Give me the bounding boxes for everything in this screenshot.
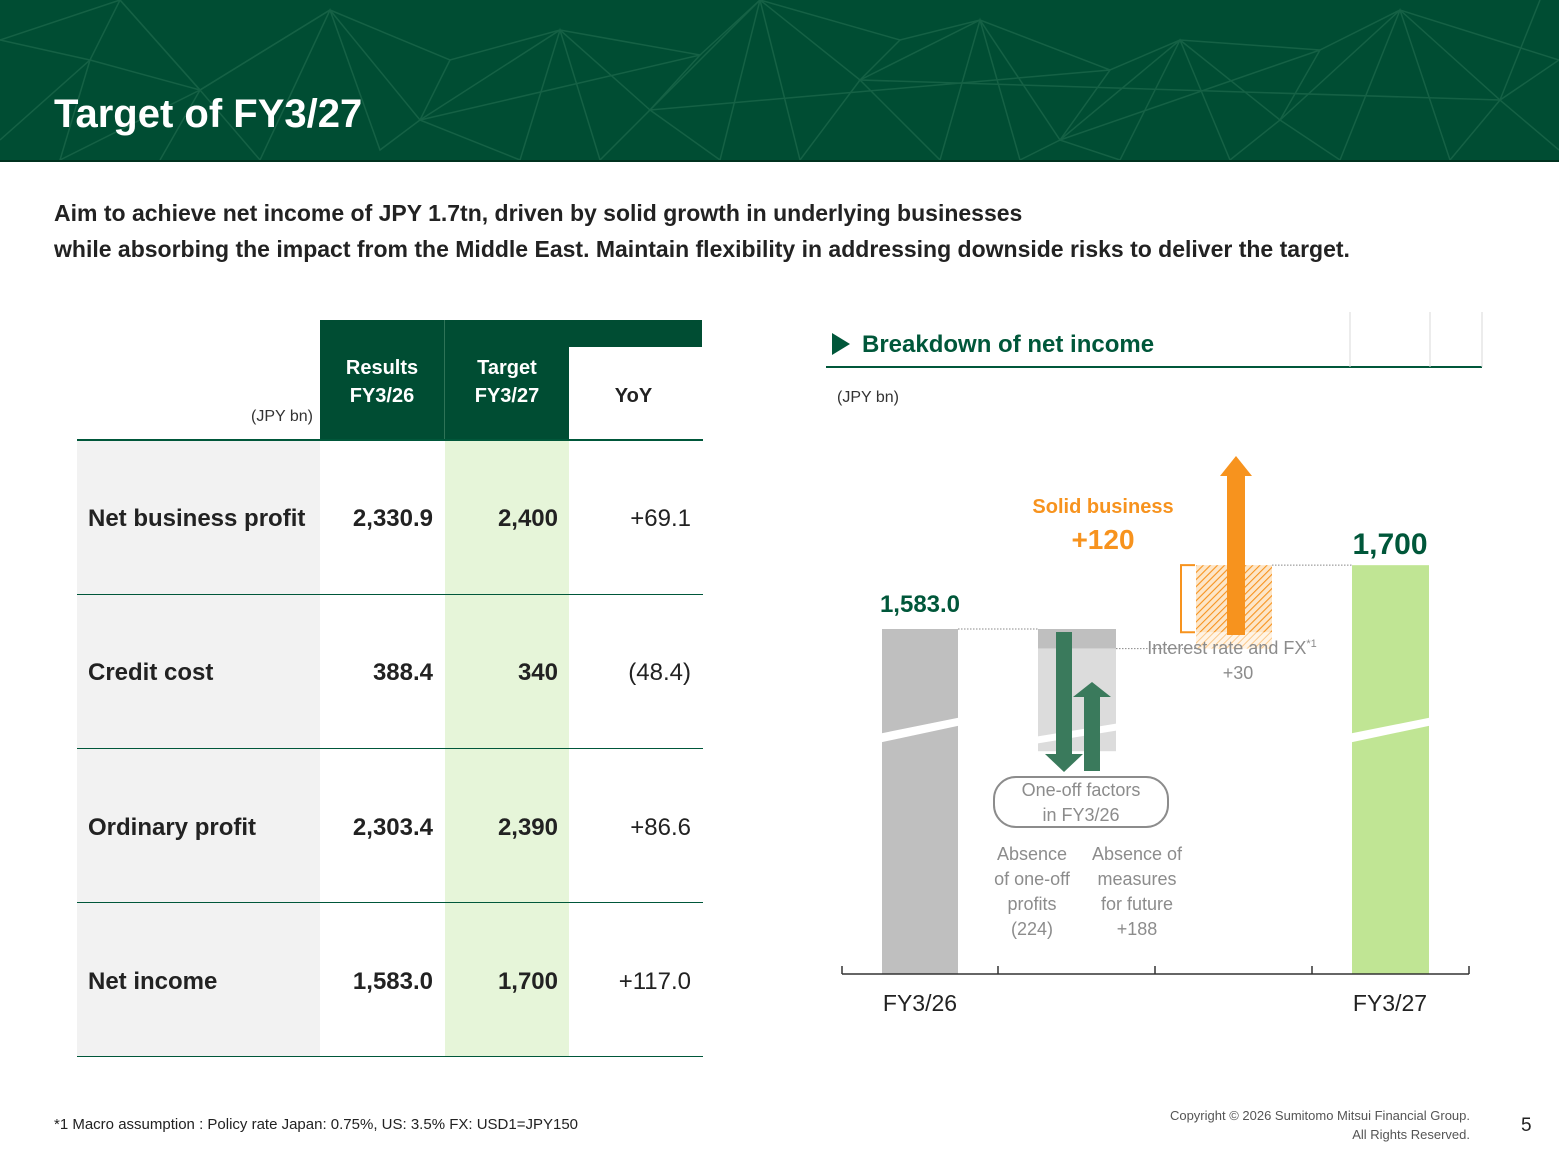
one-off-factors-label-l1: One-off factors xyxy=(1022,780,1141,800)
step-interest-rate-fx xyxy=(1196,632,1272,649)
title-triangle-icon xyxy=(832,333,850,355)
yoy-value: +117.0 xyxy=(618,968,691,995)
table-header-rule xyxy=(77,439,703,441)
solid-business-value: +120 xyxy=(1071,524,1134,555)
step-label-one-off-profits: Absence of one-off profits (224) xyxy=(994,844,1071,939)
down-arrow-icon xyxy=(1045,632,1083,772)
row-label: Net income xyxy=(88,968,218,995)
col-header-results: Results FY3/26 xyxy=(345,357,419,407)
col-header-yoy: YoY xyxy=(614,385,653,407)
target-value: 340 xyxy=(517,659,558,686)
svg-text:profits: profits xyxy=(1007,894,1056,914)
svg-text:Absence of: Absence of xyxy=(1092,844,1183,864)
bar-value-label-fy26: 1,583.0 xyxy=(880,591,960,618)
copyright: Copyright © 2026 Sumitomo Mitsui Financi… xyxy=(1169,1108,1470,1142)
header-banner: Target of FY3/27 xyxy=(0,0,1559,162)
table-unit-label: (JPY bn) xyxy=(251,408,313,425)
svg-text:measures: measures xyxy=(1097,869,1176,889)
axis-break-mark xyxy=(1348,717,1433,743)
col-header-target: Target FY3/27 xyxy=(474,357,540,407)
chart-title: Breakdown of net income xyxy=(862,331,1154,358)
row-label: Net business profit xyxy=(88,505,306,532)
header-divider xyxy=(444,320,445,440)
orange-up-arrow-icon xyxy=(1220,456,1252,635)
axis-break-mark xyxy=(878,717,962,743)
row-divider xyxy=(77,1056,703,1057)
interest-rate-fx-value: +30 xyxy=(1223,663,1254,683)
row-label: Credit cost xyxy=(88,659,214,686)
step-absence-one-off-profits xyxy=(1038,629,1116,649)
bar-value-label-fy27: 1,700 xyxy=(1352,528,1427,561)
row-divider xyxy=(77,902,703,903)
header-pattern xyxy=(0,0,1559,160)
yoy-value: +69.1 xyxy=(630,505,691,532)
page-number: 5 xyxy=(1521,1115,1532,1136)
yoy-header-bar xyxy=(569,320,702,347)
page-title: Target of FY3/27 xyxy=(54,92,363,136)
chart-unit-label: (JPY bn) xyxy=(837,389,899,406)
yoy-value: (48.4) xyxy=(628,659,691,686)
solid-business-bracket xyxy=(1180,564,1195,634)
svg-text:of one-off: of one-off xyxy=(994,869,1071,889)
x-tick-label-fy26: FY3/26 xyxy=(883,990,957,1016)
row-divider xyxy=(77,594,703,595)
bar-fy27 xyxy=(1352,565,1429,974)
svg-text:(224): (224) xyxy=(1011,919,1053,939)
interest-rate-fx-label: Interest rate and FX*1 xyxy=(1147,638,1317,658)
solid-business-label: Solid business xyxy=(1032,496,1173,518)
yoy-value: +86.6 xyxy=(630,814,691,841)
up-arrow-icon xyxy=(1073,682,1111,771)
results-value: 2,303.4 xyxy=(352,814,433,841)
x-axis-ticks xyxy=(841,966,1470,974)
subtitle-line-1: Aim to achieve net income of JPY 1.7tn, … xyxy=(54,200,1023,226)
target-value: 2,400 xyxy=(497,505,558,532)
footnote: *1 Macro assumption : Policy rate Japan:… xyxy=(54,1116,579,1133)
results-value: 388.4 xyxy=(372,659,433,686)
bar-fy26 xyxy=(882,629,958,974)
results-value: 2,330.9 xyxy=(352,505,433,532)
one-off-factors-pill xyxy=(993,776,1169,828)
row-divider xyxy=(77,748,703,749)
target-value: 1,700 xyxy=(497,968,558,995)
target-value: 2,390 xyxy=(497,814,558,841)
step-label-measures-for-future: Absence of measures for future +188 xyxy=(1092,844,1183,939)
one-off-factors-label-l2: in FY3/26 xyxy=(1042,805,1119,825)
svg-text:Absence: Absence xyxy=(997,844,1067,864)
subtitle-line-2: while absorbing the impact from the Midd… xyxy=(54,236,1350,262)
results-value: 1,583.0 xyxy=(352,968,433,995)
x-tick-label-fy27: FY3/27 xyxy=(1353,990,1427,1016)
svg-text:for future: for future xyxy=(1101,894,1173,914)
row-label: Ordinary profit xyxy=(88,814,257,841)
svg-text:+188: +188 xyxy=(1117,919,1158,939)
